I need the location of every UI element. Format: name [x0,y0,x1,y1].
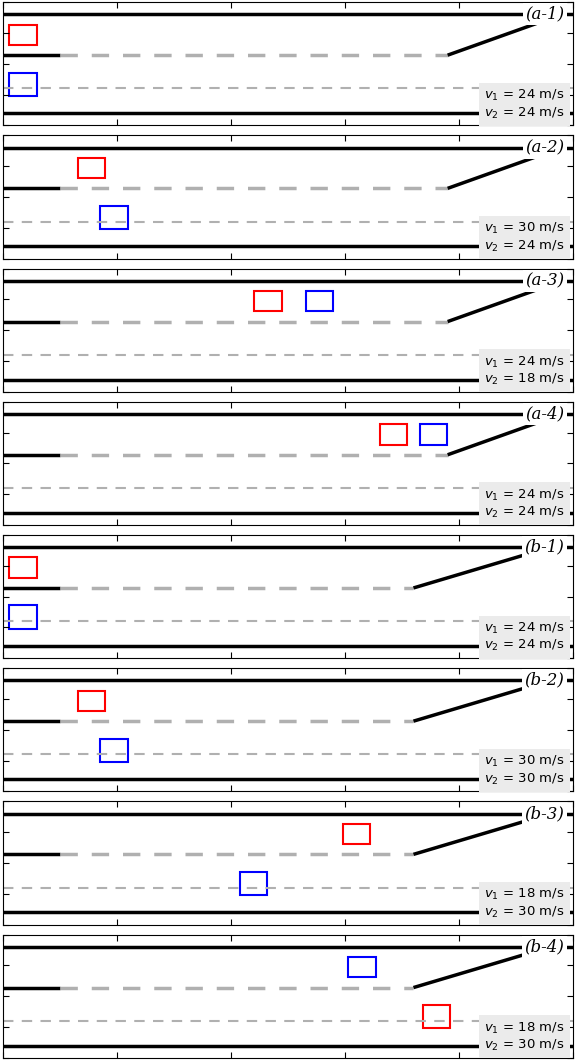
Bar [380,424,407,444]
Text: $v_1$ = 18 m/s
$v_2$ = 30 m/s: $v_1$ = 18 m/s $v_2$ = 30 m/s [484,887,564,920]
Bar [348,957,376,977]
Bar [420,424,447,444]
Text: $v_1$ = 18 m/s
$v_2$ = 30 m/s: $v_1$ = 18 m/s $v_2$ = 30 m/s [484,1021,564,1053]
Text: (b-4): (b-4) [525,938,564,955]
Bar [9,72,36,95]
Bar [343,824,370,844]
Text: (b-2): (b-2) [525,672,564,689]
Bar [9,605,36,629]
Text: (a-2): (a-2) [525,139,564,156]
Bar [423,1005,450,1028]
Text: (a-1): (a-1) [525,5,564,23]
Text: $v_1$ = 30 m/s
$v_2$ = 24 m/s: $v_1$ = 30 m/s $v_2$ = 24 m/s [484,222,564,253]
Bar [9,558,36,578]
Bar [100,206,128,229]
Bar [100,739,128,762]
Bar [9,24,36,45]
Bar [255,292,282,312]
Bar [78,158,105,178]
Text: $v_1$ = 30 m/s
$v_2$ = 30 m/s: $v_1$ = 30 m/s $v_2$ = 30 m/s [484,754,564,787]
Text: $v_1$ = 24 m/s
$v_2$ = 18 m/s: $v_1$ = 24 m/s $v_2$ = 18 m/s [484,354,564,387]
Text: (a-4): (a-4) [525,405,564,423]
Text: (a-3): (a-3) [525,272,564,289]
Text: $v_1$ = 24 m/s
$v_2$ = 24 m/s: $v_1$ = 24 m/s $v_2$ = 24 m/s [484,88,564,121]
Bar [306,292,333,312]
Text: $v_1$ = 24 m/s
$v_2$ = 24 m/s: $v_1$ = 24 m/s $v_2$ = 24 m/s [484,621,564,653]
Text: (b-3): (b-3) [525,805,564,823]
Text: (b-1): (b-1) [525,538,564,555]
Bar [240,871,267,895]
Text: $v_1$ = 24 m/s
$v_2$ = 24 m/s: $v_1$ = 24 m/s $v_2$ = 24 m/s [484,488,564,520]
Bar [78,691,105,711]
